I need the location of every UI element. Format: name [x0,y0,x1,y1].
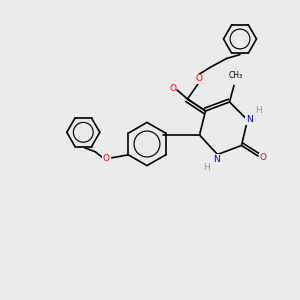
Text: O: O [103,154,110,163]
Text: O: O [259,153,266,162]
Text: O: O [169,84,176,93]
Text: O: O [196,74,203,83]
Text: N: N [213,154,219,164]
Text: H: H [204,163,210,172]
Text: CH₃: CH₃ [228,71,243,80]
Text: H: H [256,106,262,115]
Text: N: N [246,116,252,124]
